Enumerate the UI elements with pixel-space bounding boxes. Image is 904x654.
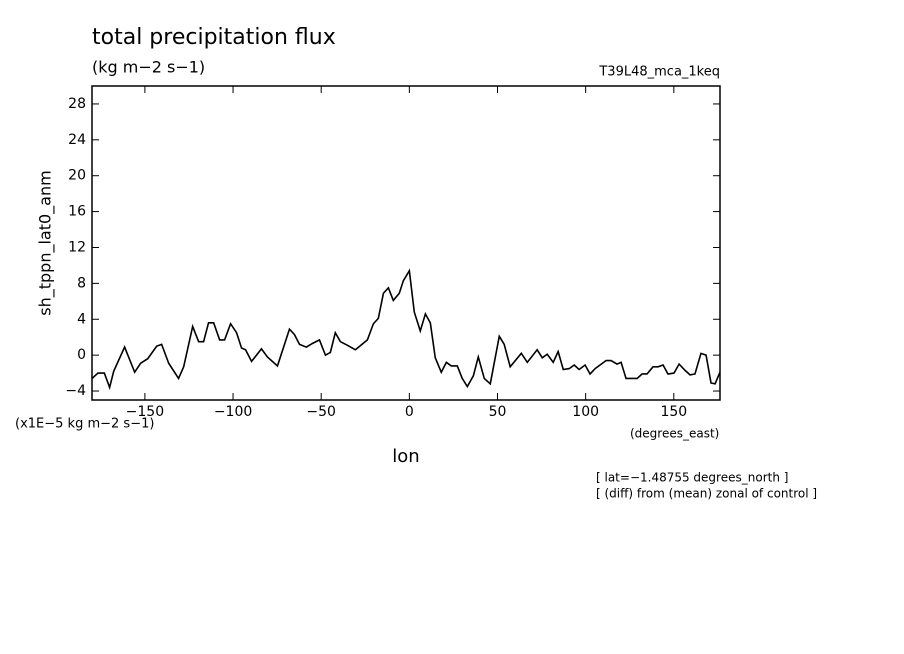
y-tick-label: 16 bbox=[68, 204, 86, 220]
x-tick-label: 150 bbox=[660, 404, 687, 420]
note: [ lat=−1.48755 degrees_north ] bbox=[596, 471, 788, 485]
y-tick-label: 12 bbox=[68, 239, 86, 255]
y-axis-label: sh_tppn_lat0_anm bbox=[36, 170, 56, 315]
x-tick-label: −100 bbox=[214, 404, 252, 420]
y-tick-label: 24 bbox=[68, 132, 86, 148]
plot-frame bbox=[91, 85, 721, 401]
y-tick-label: 20 bbox=[68, 168, 86, 184]
x-tick-label: 100 bbox=[572, 404, 599, 420]
chart-title: total precipitation flux bbox=[92, 25, 336, 50]
x-axis-label: lon bbox=[392, 446, 419, 467]
data-line bbox=[91, 268, 721, 391]
chart-subtitle: (kg m−2 s−1) bbox=[92, 58, 205, 77]
y-tick-label: 8 bbox=[77, 275, 86, 291]
x-tick-label: −150 bbox=[126, 404, 164, 420]
y-tick-label: 0 bbox=[77, 347, 86, 363]
x-tick-label: 0 bbox=[405, 404, 414, 420]
y-tick-label: 4 bbox=[77, 311, 86, 327]
y-tick-label: 28 bbox=[68, 96, 86, 112]
note: [ (diff) from (mean) zonal of control ] bbox=[596, 487, 817, 501]
run-label: T39L48_mca_1keq bbox=[598, 65, 720, 80]
y-tick-label: −4 bbox=[65, 383, 86, 399]
x-tick-label: −50 bbox=[306, 404, 336, 420]
x-units: (degrees_east) bbox=[630, 427, 719, 441]
x-tick-label: 50 bbox=[489, 404, 507, 420]
y-units: (x1E−5 kg m−2 s−1) bbox=[15, 417, 154, 432]
